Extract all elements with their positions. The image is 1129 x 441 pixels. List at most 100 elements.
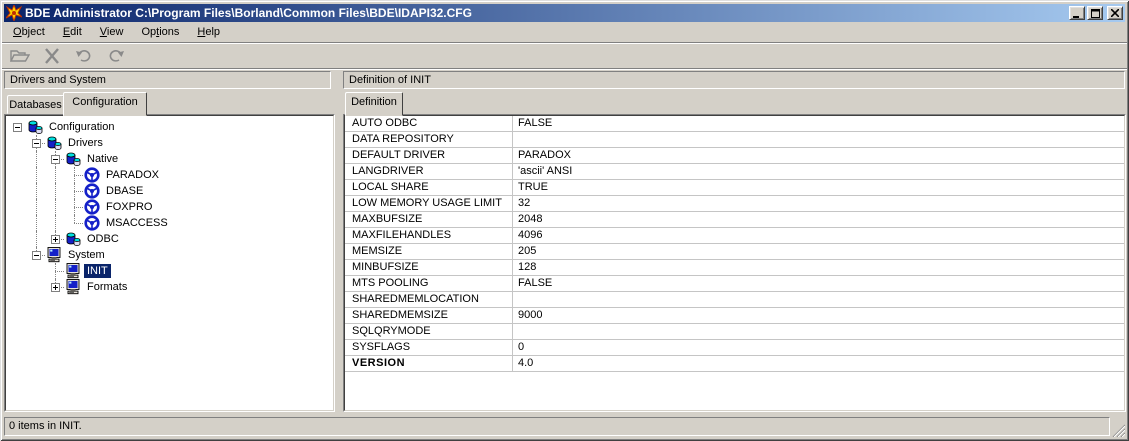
expand-plus-icon[interactable] xyxy=(51,283,60,292)
table-row[interactable]: MAXBUFSIZE 2048 xyxy=(345,212,1124,228)
parameter-value[interactable] xyxy=(513,132,1124,147)
driver-wheel-icon xyxy=(84,167,100,183)
table-row[interactable]: SYSFLAGS 0 xyxy=(345,340,1124,356)
db-stack-icon xyxy=(65,151,81,167)
resize-grip-icon[interactable] xyxy=(1112,424,1126,438)
maximize-button[interactable] xyxy=(1087,6,1103,20)
title-bar[interactable]: BDE Administrator C:\Program Files\Borla… xyxy=(4,3,1125,23)
collapse-minus-icon[interactable] xyxy=(32,139,41,148)
tree-item-native[interactable]: Native xyxy=(6,151,333,167)
minimize-button[interactable] xyxy=(1069,6,1085,20)
parameter-value[interactable]: 2048 xyxy=(518,213,543,225)
parameter-value[interactable]: 205 xyxy=(518,245,537,257)
configuration-tree: Configuration Drivers Native PARADOX DBASE FO… xyxy=(6,116,333,295)
left-pane-header: Drivers and System xyxy=(4,71,331,89)
menu-item-help[interactable]: Help xyxy=(197,26,221,38)
parameter-name: MINBUFSIZE xyxy=(345,260,513,275)
configuration-tree-panel: Configuration Drivers Native PARADOX DBASE FO… xyxy=(4,114,335,412)
tree-indent-guide xyxy=(46,167,65,183)
table-row[interactable]: MTS POOLING FALSE xyxy=(345,276,1124,292)
tree-item-drivers[interactable]: Drivers xyxy=(6,135,333,151)
tree-indent-guide xyxy=(27,279,46,295)
tree-indent-guide xyxy=(27,263,46,279)
collapse-minus-icon[interactable] xyxy=(13,123,22,132)
table-row[interactable]: SHAREDMEMSIZE 9000 xyxy=(345,308,1124,324)
table-row[interactable]: DEFAULT DRIVER PARADOX xyxy=(345,148,1124,164)
parameter-value[interactable] xyxy=(513,324,1124,339)
tree-indent-guide xyxy=(46,199,65,215)
collapse-minus-icon[interactable] xyxy=(32,251,41,260)
tree-item-formats[interactable]: Formats xyxy=(6,279,333,295)
tree-item-label: System xyxy=(68,249,105,261)
tab-definition[interactable]: Definition xyxy=(345,92,403,116)
tree-item-system[interactable]: System xyxy=(6,247,333,263)
parameter-name: SQLQRYMODE xyxy=(345,324,513,339)
table-row[interactable]: DATA REPOSITORY xyxy=(345,132,1124,148)
parameter-value[interactable]: 'ascii' ANSI xyxy=(518,165,573,177)
table-row[interactable]: MINBUFSIZE 128 xyxy=(345,260,1124,276)
tree-indent-guide xyxy=(27,231,46,247)
parameter-value[interactable]: 0 xyxy=(518,341,525,353)
table-row[interactable]: SHAREDMEMLOCATION xyxy=(345,292,1124,308)
tree-indent-guide xyxy=(8,167,27,183)
parameter-value[interactable]: 9000 xyxy=(518,309,543,321)
tree-item-label: Drivers xyxy=(68,137,103,149)
tree-item-init[interactable]: INIT xyxy=(6,263,333,279)
tree-indent-guide xyxy=(27,199,46,215)
delete-x-icon[interactable] xyxy=(40,45,64,67)
parameter-name: SYSFLAGS xyxy=(345,340,513,355)
table-row[interactable]: LOW MEMORY USAGE LIMIT 32 xyxy=(345,196,1124,212)
tree-item-foxpro[interactable]: FOXPRO xyxy=(6,199,333,215)
table-row[interactable]: LANGDRIVER 'ascii' ANSI xyxy=(345,164,1124,180)
parameter-value[interactable]: TRUE xyxy=(518,181,548,193)
tree-indent-guide xyxy=(8,135,27,151)
tree-item-label: Configuration xyxy=(49,121,115,133)
table-row[interactable]: SQLQRYMODE xyxy=(345,324,1124,340)
parameter-value[interactable]: FALSE xyxy=(518,117,553,129)
tree-connector xyxy=(27,247,46,263)
tab-databases[interactable]: Databases xyxy=(7,95,64,114)
collapse-minus-icon[interactable] xyxy=(51,155,60,164)
tree-indent-guide xyxy=(46,215,65,231)
tree-item-label: FOXPRO xyxy=(106,201,153,213)
expand-plus-icon[interactable] xyxy=(51,235,60,244)
tree-indent-guide xyxy=(8,151,27,167)
tree-item-paradox[interactable]: PARADOX xyxy=(6,167,333,183)
tree-item-dbase[interactable]: DBASE xyxy=(6,183,333,199)
table-row[interactable]: MEMSIZE 205 xyxy=(345,244,1124,260)
tree-item-odbc[interactable]: ODBC xyxy=(6,231,333,247)
pane-splitter[interactable] xyxy=(335,114,343,412)
tab-configuration[interactable]: Configuration xyxy=(63,92,147,116)
parameter-value[interactable]: 32 xyxy=(518,197,531,209)
parameter-name: LOW MEMORY USAGE LIMIT xyxy=(345,196,513,211)
table-row[interactable]: MAXFILEHANDLES 4096 xyxy=(345,228,1124,244)
tree-item-label: INIT xyxy=(84,264,111,278)
parameter-value[interactable]: PARADOX xyxy=(518,149,571,161)
tree-connector xyxy=(8,119,27,135)
tree-item-configuration[interactable]: Configuration xyxy=(6,119,333,135)
tree-connector xyxy=(46,151,65,167)
parameter-name: MEMSIZE xyxy=(345,244,513,259)
menu-item-view[interactable]: View xyxy=(99,26,124,38)
menu-item-options[interactable]: Options xyxy=(141,26,180,38)
parameter-value[interactable]: 128 xyxy=(518,261,537,273)
tree-indent-guide xyxy=(8,247,27,263)
parameter-value[interactable]: FALSE xyxy=(518,277,553,289)
parameter-value[interactable]: 4096 xyxy=(518,229,543,241)
undo-icon[interactable] xyxy=(72,45,96,67)
tree-item-msaccess[interactable]: MSACCESS xyxy=(6,215,333,231)
tree-indent-guide xyxy=(27,167,46,183)
menu-item-object[interactable]: Object xyxy=(13,26,45,38)
redo-icon[interactable] xyxy=(104,45,128,67)
table-row[interactable]: VERSION 4.0 xyxy=(345,356,1124,372)
menu-item-edit[interactable]: Edit xyxy=(62,26,82,38)
open-folder-icon[interactable] xyxy=(8,45,32,67)
tree-indent-guide xyxy=(8,263,27,279)
computer-icon xyxy=(65,279,81,295)
parameter-value[interactable] xyxy=(513,292,1124,307)
close-button[interactable] xyxy=(1107,6,1123,20)
parameter-value[interactable]: 4.0 xyxy=(518,357,534,369)
table-row[interactable]: LOCAL SHARE TRUE xyxy=(345,180,1124,196)
table-row[interactable]: AUTO ODBC FALSE xyxy=(345,116,1124,132)
